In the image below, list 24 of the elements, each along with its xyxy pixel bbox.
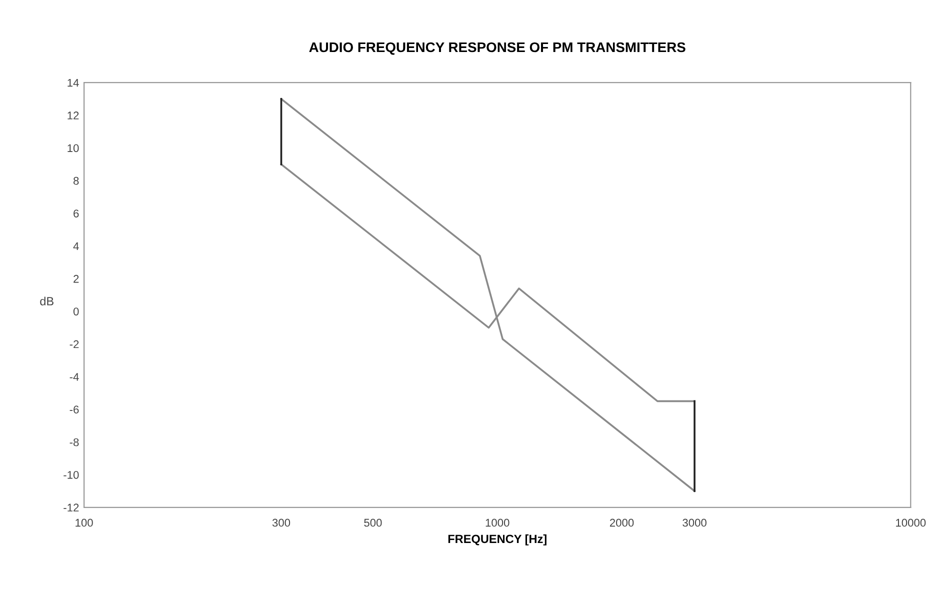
y-tick-label: 2 <box>74 274 79 283</box>
x-tick-label: 300 <box>272 518 290 527</box>
x-axis-title: FREQUENCY [Hz] <box>448 534 546 546</box>
x-tick-label: 1000 <box>486 518 510 527</box>
y-tick-label: 10 <box>68 144 79 152</box>
y-tick-label: -10 <box>64 470 79 479</box>
y-tick-label: 0 <box>73 308 79 316</box>
x-tick-label: 500 <box>364 518 382 527</box>
y-tick-label: -4 <box>70 373 79 381</box>
y-tick-label: -6 <box>70 406 79 414</box>
chart-title: AUDIO FREQUENCY RESPONSE OF PM TRANSMITTERS <box>309 42 686 55</box>
x-tick-label: 2000 <box>610 518 634 527</box>
y-tick-label: -2 <box>70 340 79 348</box>
y-axis-title: dB <box>40 296 54 306</box>
y-tick-label: 8 <box>74 176 79 185</box>
x-tick-label: 10000 <box>896 518 926 527</box>
x-tick-label: 3000 <box>682 518 706 527</box>
y-tick-label: -12 <box>64 504 79 512</box>
y-tick-label: 4 <box>73 242 79 250</box>
y-tick-label: 12 <box>68 112 79 120</box>
x-tick-label: 100 <box>76 518 93 527</box>
y-tick-label: 6 <box>74 210 79 218</box>
y-tick-label: 14 <box>68 78 79 87</box>
y-tick-label: -8 <box>70 438 79 446</box>
